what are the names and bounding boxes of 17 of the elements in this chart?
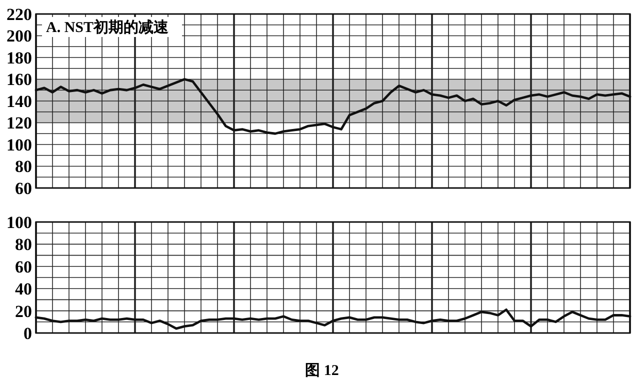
caption: 图 12 — [305, 363, 339, 379]
y-tick-label: 60 — [15, 178, 32, 198]
y-tick-label: 200 — [6, 26, 32, 46]
y-tick-label: 120 — [6, 114, 32, 133]
y-tick-label: 220 — [6, 4, 32, 24]
y-tick-label: 100 — [6, 212, 32, 232]
y-tick-label: 180 — [6, 48, 32, 68]
y-tick-label: 0 — [24, 324, 32, 343]
y-tick-label: 140 — [6, 92, 32, 111]
chart-title: A. NST初期的减速 — [46, 18, 170, 36]
y-tick-label: 160 — [6, 70, 32, 90]
y-tick-label: 80 — [15, 157, 32, 176]
y-tick-label: 40 — [15, 280, 32, 299]
y-tick-label: 100 — [6, 135, 32, 154]
y-tick-label: 60 — [15, 257, 32, 276]
y-tick-label: 80 — [15, 235, 32, 254]
y-tick-label: 20 — [15, 302, 32, 321]
